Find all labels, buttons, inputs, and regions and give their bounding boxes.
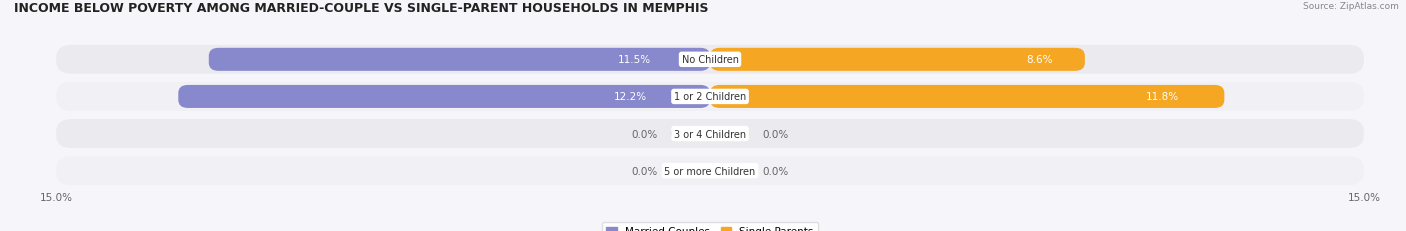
FancyBboxPatch shape: [208, 49, 710, 72]
Legend: Married Couples, Single Parents: Married Couples, Single Parents: [602, 222, 818, 231]
FancyBboxPatch shape: [710, 165, 749, 177]
Text: 5 or more Children: 5 or more Children: [665, 166, 755, 176]
Text: 1 or 2 Children: 1 or 2 Children: [673, 92, 747, 102]
Text: 11.5%: 11.5%: [619, 55, 651, 65]
FancyBboxPatch shape: [671, 165, 710, 177]
Text: INCOME BELOW POVERTY AMONG MARRIED-COUPLE VS SINGLE-PARENT HOUSEHOLDS IN MEMPHIS: INCOME BELOW POVERTY AMONG MARRIED-COUPL…: [14, 2, 709, 15]
Text: 3 or 4 Children: 3 or 4 Children: [673, 129, 747, 139]
Text: 0.0%: 0.0%: [762, 129, 789, 139]
Text: 11.8%: 11.8%: [1146, 92, 1180, 102]
FancyBboxPatch shape: [56, 46, 1364, 74]
FancyBboxPatch shape: [56, 83, 1364, 111]
FancyBboxPatch shape: [179, 85, 710, 109]
Text: 8.6%: 8.6%: [1026, 55, 1053, 65]
Text: 0.0%: 0.0%: [762, 166, 789, 176]
FancyBboxPatch shape: [56, 157, 1364, 185]
Text: 12.2%: 12.2%: [613, 92, 647, 102]
FancyBboxPatch shape: [710, 128, 749, 140]
Text: 0.0%: 0.0%: [631, 129, 658, 139]
Text: 0.0%: 0.0%: [631, 166, 658, 176]
Text: No Children: No Children: [682, 55, 738, 65]
FancyBboxPatch shape: [710, 49, 1085, 72]
FancyBboxPatch shape: [671, 128, 710, 140]
FancyBboxPatch shape: [56, 120, 1364, 148]
FancyBboxPatch shape: [710, 85, 1225, 109]
Text: Source: ZipAtlas.com: Source: ZipAtlas.com: [1303, 2, 1399, 11]
